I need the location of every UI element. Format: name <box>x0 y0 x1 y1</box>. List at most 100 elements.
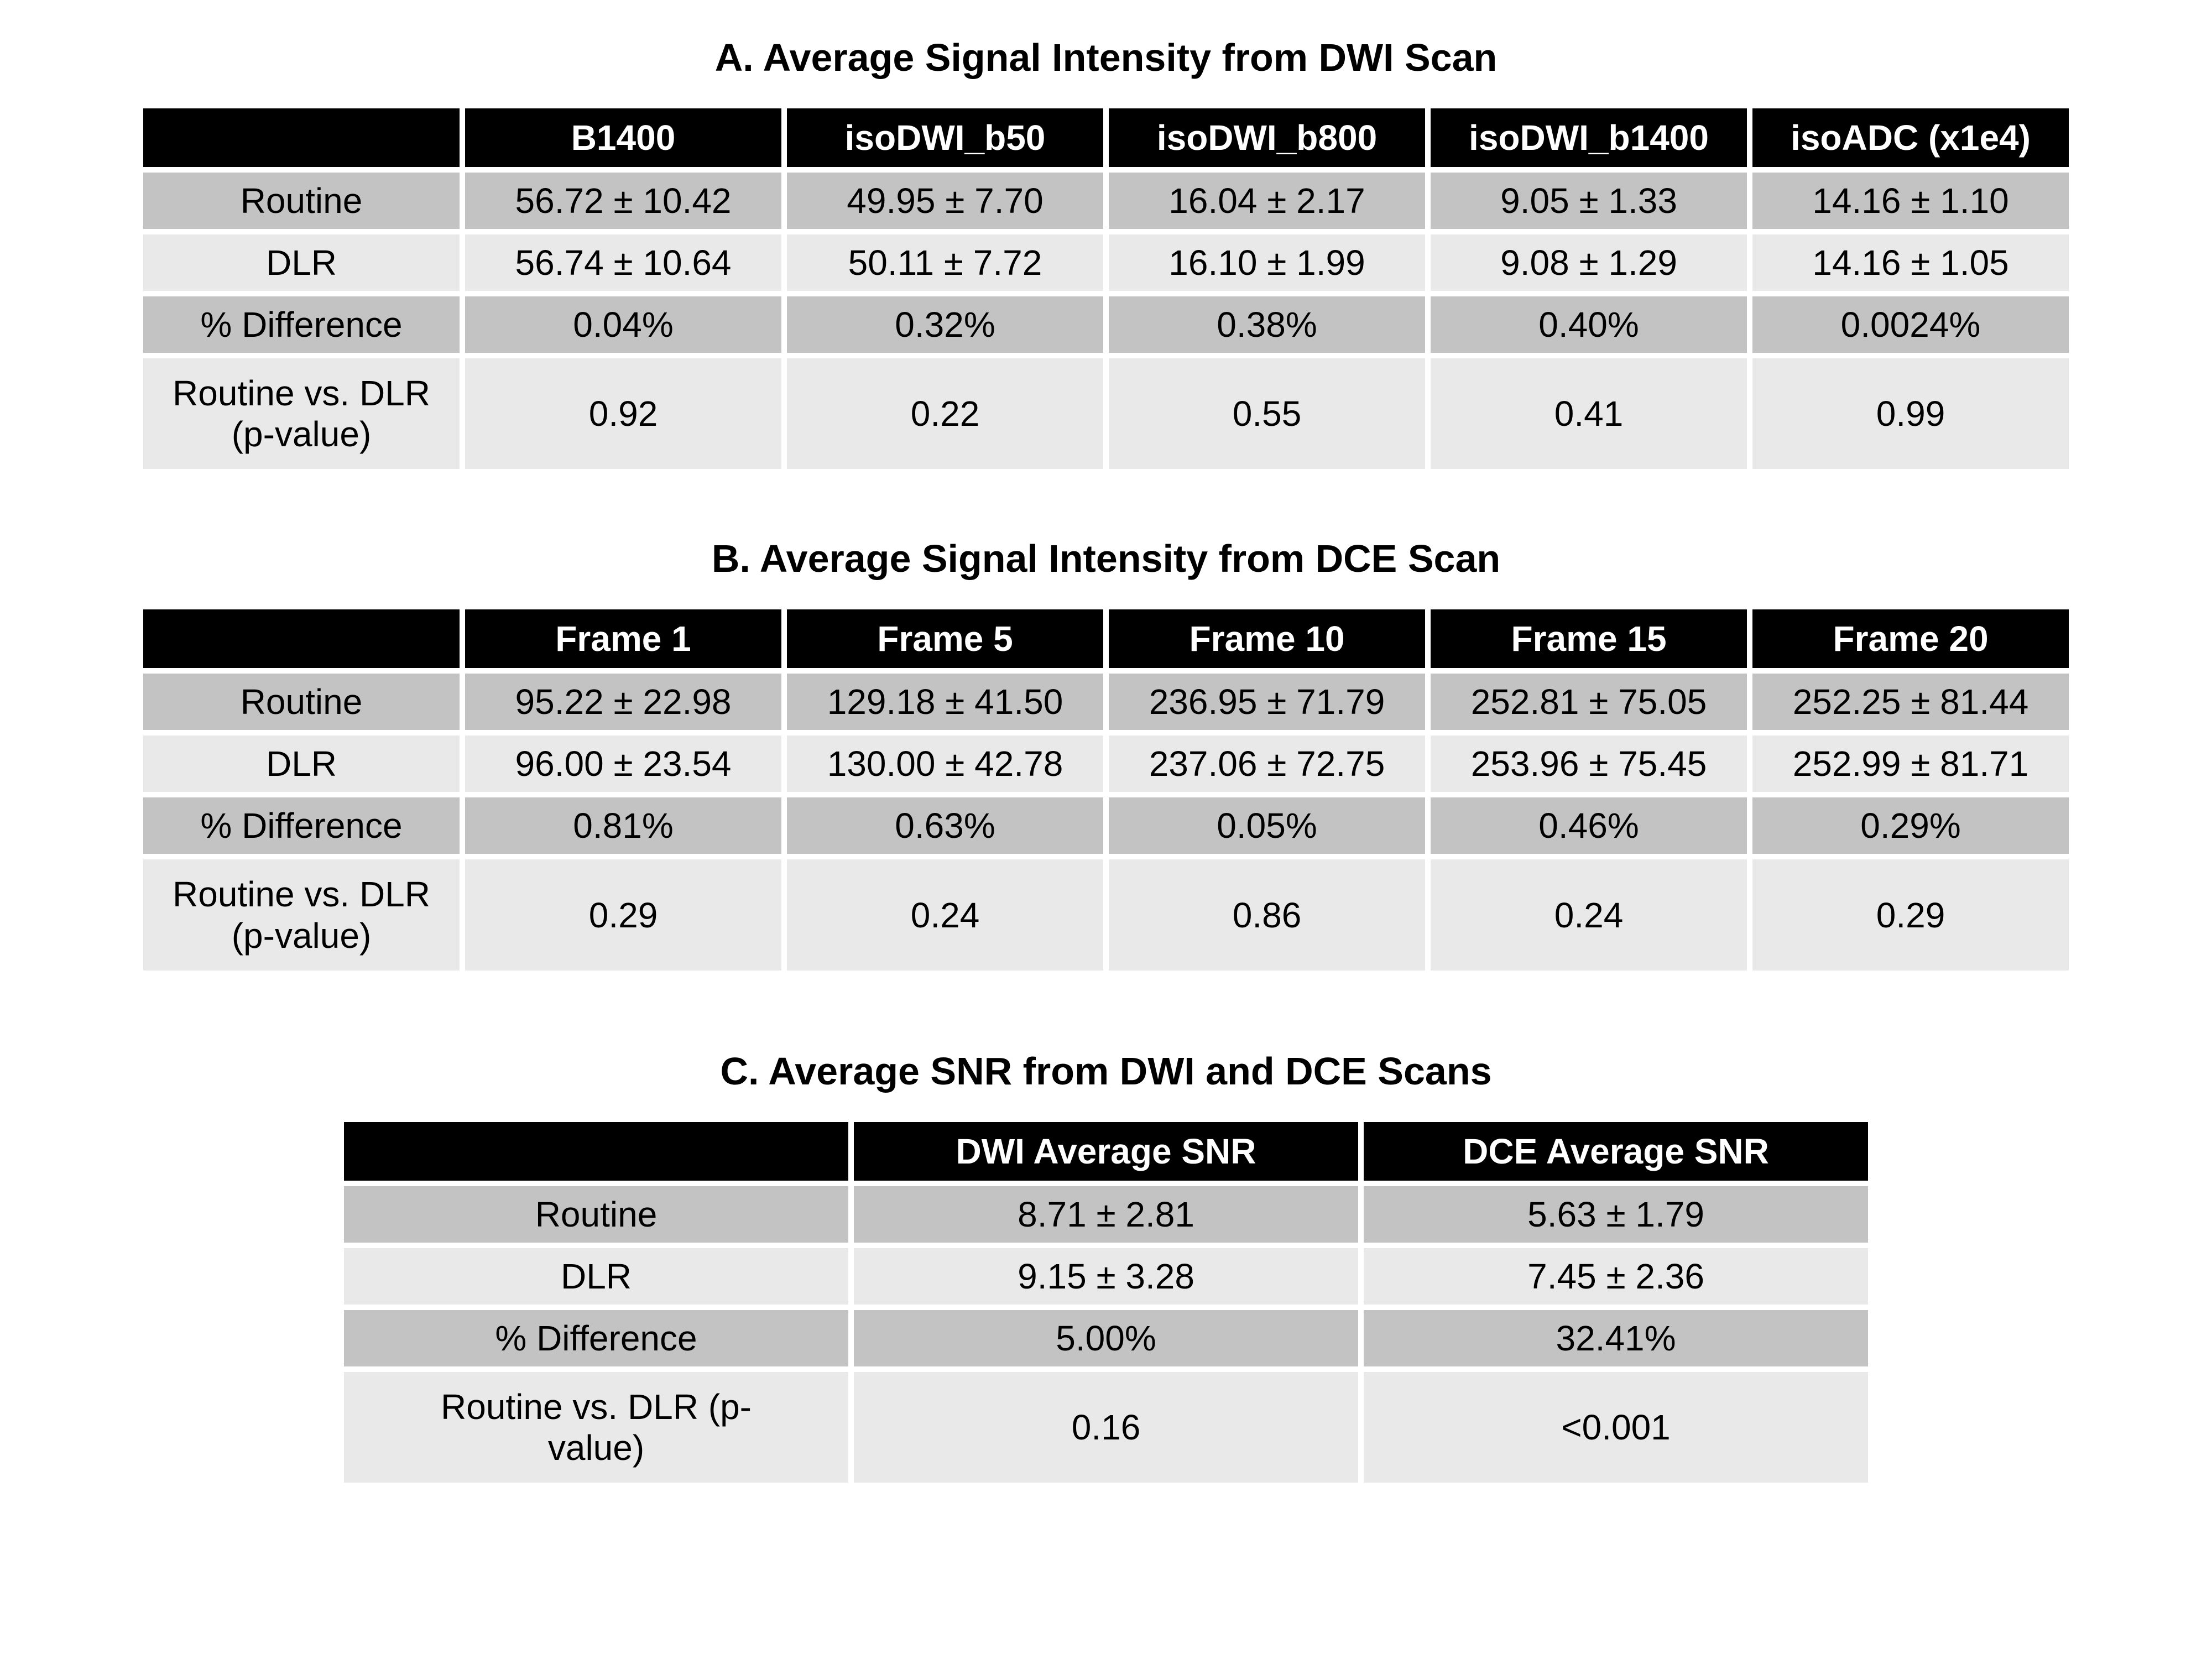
table-row: DLR 56.74 ± 10.64 50.11 ± 7.72 16.10 ± 1.99… <box>143 234 2069 291</box>
table-title-snr: C. Average SNR from DWI and DCE Scans <box>720 1049 1492 1093</box>
row-label-cell: % Difference <box>344 1310 848 1366</box>
column-header: DWI Average SNR <box>854 1121 1358 1181</box>
value-cell: 14.16 ± 1.10 <box>1752 173 2069 229</box>
table-title-dce-signal-intensity: B. Average Signal Intensity from DCE Sca… <box>711 537 1501 581</box>
column-header: Frame 1 <box>465 609 781 669</box>
corner-cell <box>344 1121 848 1181</box>
row-label-cell: Routine vs. DLR (p-value) <box>344 1371 848 1483</box>
row-label-cell: Routine <box>143 173 460 229</box>
column-header: B1400 <box>465 108 781 167</box>
value-cell: 252.25 ± 81.44 <box>1752 674 2069 731</box>
value-cell: 0.92 <box>465 358 781 469</box>
row-label-cell: % Difference <box>143 797 460 854</box>
row-label-cell: % Difference <box>143 296 460 353</box>
value-cell: 252.81 ± 75.05 <box>1431 674 1747 731</box>
value-cell: 9.08 ± 1.29 <box>1431 234 1747 291</box>
value-cell: 0.29 <box>1752 859 2069 971</box>
row-label-cell: Routine vs. DLR (p-value) <box>143 358 460 469</box>
table-row: Routine vs. DLR (p-value) 0.92 0.22 0.55 0.4… <box>143 358 2069 469</box>
value-cell: 56.74 ± 10.64 <box>465 234 781 291</box>
value-cell: 0.16 <box>854 1371 1358 1483</box>
column-header: isoDWI_b50 <box>787 108 1103 167</box>
column-header: Frame 5 <box>787 609 1103 669</box>
header-row: B1400 isoDWI_b50 isoDWI_b800 isoDWI_b1400 is… <box>143 108 2069 167</box>
table-title-dwi-signal-intensity: A. Average Signal Intensity from DWI Sca… <box>714 36 1498 79</box>
header-row: Frame 1 Frame 5 Frame 10 Frame 15 Frame 20 <box>143 609 2069 669</box>
row-label-cell: Routine <box>344 1186 848 1243</box>
column-header: isoADC (x1e4) <box>1752 108 2069 167</box>
value-cell: 0.41 <box>1431 358 1747 469</box>
value-cell: 252.99 ± 81.71 <box>1752 735 2069 792</box>
value-cell: 8.71 ± 2.81 <box>854 1186 1358 1243</box>
header-row: DWI Average SNR DCE Average SNR <box>344 1121 1868 1181</box>
column-header: DCE Average SNR <box>1364 1121 1868 1181</box>
column-header: isoDWI_b1400 <box>1431 108 1747 167</box>
value-cell: 56.72 ± 10.42 <box>465 173 781 229</box>
table-row: % Difference 5.00% 32.41% <box>344 1310 1868 1366</box>
value-cell: 5.63 ± 1.79 <box>1364 1186 1868 1243</box>
table-row: % Difference 0.81% 0.63% 0.05% 0.46% 0.29% <box>143 797 2069 854</box>
value-cell: 9.05 ± 1.33 <box>1431 173 1747 229</box>
corner-cell <box>143 609 460 669</box>
value-cell: 0.99 <box>1752 358 2069 469</box>
table-section-dce-signal-intensity: B. Average Signal Intensity from DCE Sca… <box>138 536 2074 975</box>
value-cell: <0.001 <box>1364 1371 1868 1483</box>
value-cell: 0.0024% <box>1752 296 2069 353</box>
value-cell: 253.96 ± 75.45 <box>1431 735 1747 792</box>
table-row: DLR 9.15 ± 3.28 7.45 ± 2.36 <box>344 1248 1868 1305</box>
value-cell: 0.04% <box>465 296 781 353</box>
table-row: Routine vs. DLR (p-value) 0.29 0.24 0.86 0.2… <box>143 859 2069 971</box>
value-cell: 9.15 ± 3.28 <box>854 1248 1358 1305</box>
value-cell: 50.11 ± 7.72 <box>787 234 1103 291</box>
value-cell: 32.41% <box>1364 1310 1868 1366</box>
table-section-snr: C. Average SNR from DWI and DCE Scans DWI… <box>338 1049 1874 1488</box>
column-header: Frame 10 <box>1109 609 1425 669</box>
table-section-dwi-signal-intensity: A. Average Signal Intensity from DWI Sca… <box>138 35 2074 474</box>
value-cell: 16.10 ± 1.99 <box>1109 234 1425 291</box>
value-cell: 0.46% <box>1431 797 1747 854</box>
value-cell: 0.24 <box>787 859 1103 971</box>
value-cell: 7.45 ± 2.36 <box>1364 1248 1868 1305</box>
value-cell: 0.55 <box>1109 358 1425 469</box>
value-cell: 0.22 <box>787 358 1103 469</box>
value-cell: 0.40% <box>1431 296 1747 353</box>
data-table-dwi-signal-intensity: B1400 isoDWI_b50 isoDWI_b800 isoDWI_b1400 is… <box>138 103 2074 474</box>
value-cell: 0.05% <box>1109 797 1425 854</box>
table-row: Routine vs. DLR (p-value) 0.16 <0.001 <box>344 1371 1868 1483</box>
value-cell: 14.16 ± 1.05 <box>1752 234 2069 291</box>
row-label-cell: Routine vs. DLR (p-value) <box>143 859 460 971</box>
value-cell: 0.86 <box>1109 859 1425 971</box>
table-row: Routine 56.72 ± 10.42 49.95 ± 7.70 16.04 ± … <box>143 173 2069 229</box>
corner-cell <box>143 108 460 167</box>
value-cell: 49.95 ± 7.70 <box>787 173 1103 229</box>
column-header: Frame 15 <box>1431 609 1747 669</box>
value-cell: 95.22 ± 22.98 <box>465 674 781 731</box>
value-cell: 96.00 ± 23.54 <box>465 735 781 792</box>
value-cell: 0.29% <box>1752 797 2069 854</box>
value-cell: 236.95 ± 71.79 <box>1109 674 1425 731</box>
value-cell: 0.32% <box>787 296 1103 353</box>
value-cell: 237.06 ± 72.75 <box>1109 735 1425 792</box>
value-cell: 0.81% <box>465 797 781 854</box>
table-row: % Difference 0.04% 0.32% 0.38% 0.40% 0.0024% <box>143 296 2069 353</box>
column-header: Frame 20 <box>1752 609 2069 669</box>
table-row: Routine 8.71 ± 2.81 5.63 ± 1.79 <box>344 1186 1868 1243</box>
row-label-cell: Routine <box>143 674 460 731</box>
value-cell: 5.00% <box>854 1310 1358 1366</box>
column-header: isoDWI_b800 <box>1109 108 1425 167</box>
value-cell: 130.00 ± 42.78 <box>787 735 1103 792</box>
value-cell: 16.04 ± 2.17 <box>1109 173 1425 229</box>
row-label-cell: DLR <box>143 735 460 792</box>
table-row: DLR 96.00 ± 23.54 130.00 ± 42.78 237.06 ± 7… <box>143 735 2069 792</box>
value-cell: 129.18 ± 41.50 <box>787 674 1103 731</box>
value-cell: 0.38% <box>1109 296 1425 353</box>
table-row: Routine 95.22 ± 22.98 129.18 ± 41.50 236.95… <box>143 674 2069 731</box>
row-label-cell: DLR <box>344 1248 848 1305</box>
value-cell: 0.29 <box>465 859 781 971</box>
data-table-dce-signal-intensity: Frame 1 Frame 5 Frame 10 Frame 15 Frame 20 Ro… <box>138 604 2074 975</box>
data-table-snr: DWI Average SNR DCE Average SNR Routine 8.7… <box>338 1117 1874 1488</box>
value-cell: 0.24 <box>1431 859 1747 971</box>
row-label-cell: DLR <box>143 234 460 291</box>
value-cell: 0.63% <box>787 797 1103 854</box>
